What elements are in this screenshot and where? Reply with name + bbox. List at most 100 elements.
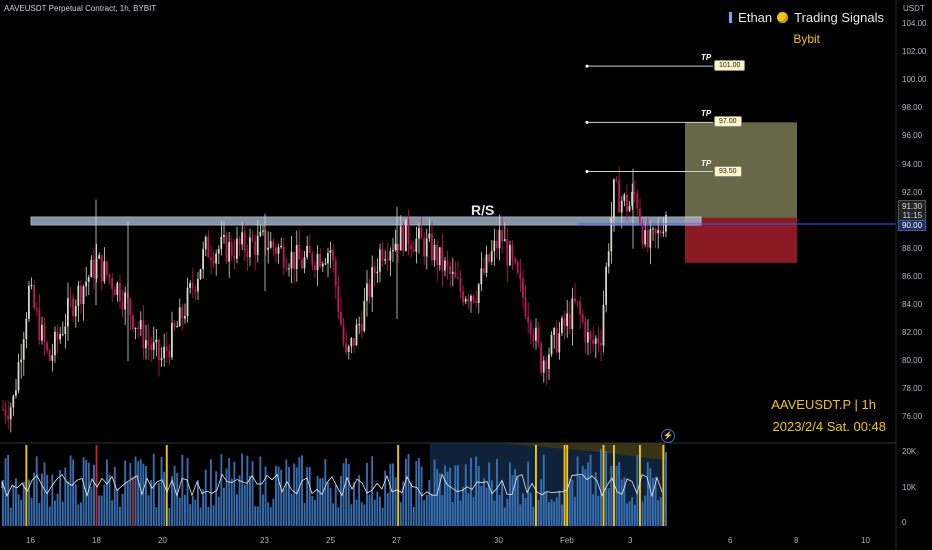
volume-bar (633, 504, 636, 526)
candle-body (384, 259, 386, 261)
candle-body (392, 250, 394, 252)
candle-body (56, 331, 59, 340)
volume-bar (332, 503, 335, 526)
candle-body (93, 259, 95, 279)
candle-body (314, 265, 316, 270)
volume-bar (420, 466, 423, 526)
volume-bar (503, 507, 506, 526)
volume-bar (470, 458, 472, 526)
candle-body (181, 307, 184, 319)
candle-body (207, 236, 210, 258)
price-tick-label: 92.00 (902, 187, 923, 197)
candle-body (498, 230, 501, 249)
volume-bar (579, 475, 582, 526)
candle-body (311, 253, 314, 266)
volume-bar (176, 473, 179, 526)
volume-bar (225, 468, 228, 526)
candle-body (555, 328, 558, 353)
author-name: Ethan (738, 10, 773, 25)
candle-body (654, 228, 657, 234)
candle-body (20, 359, 22, 363)
volume-bar (412, 506, 415, 526)
candle-body (628, 205, 631, 212)
volume-bar (654, 477, 657, 526)
candle-body (340, 311, 342, 325)
volume-bar (275, 465, 277, 526)
candle-body (563, 318, 566, 327)
candle-body (113, 288, 116, 295)
candle-body (457, 277, 459, 279)
tp-price-box[interactable]: 97.00 (714, 116, 742, 128)
volume-bar (480, 485, 483, 526)
volume-bar (220, 454, 223, 526)
volume-bar (303, 502, 306, 526)
volume-shade-top (500, 443, 665, 460)
candle-body (165, 346, 168, 351)
candle-body (12, 395, 15, 408)
candle-body (119, 282, 121, 302)
candle-body (306, 246, 308, 258)
candle-body (210, 257, 212, 261)
volume-bar (620, 479, 623, 526)
volume-bar (38, 503, 41, 526)
candle-body (329, 250, 332, 253)
price-tick-label: 100.00 (902, 75, 927, 85)
volume-bar (191, 495, 194, 526)
candle-body (399, 226, 402, 251)
candle-body (342, 324, 345, 344)
candle-body (522, 278, 524, 298)
candle-body (355, 324, 358, 346)
candle-body (22, 339, 25, 360)
tp-anchor-dot (585, 64, 589, 68)
tp-price-box[interactable]: 101.00 (714, 60, 746, 72)
candle-body (129, 298, 132, 316)
volume-bar (236, 494, 238, 526)
volume-bar (485, 487, 488, 526)
volume-bar (181, 455, 184, 526)
volume-bar (602, 445, 605, 526)
price-tick-label: 84.00 (902, 300, 923, 309)
candle-body (100, 255, 103, 282)
volume-bar (490, 480, 493, 526)
candle-body (376, 271, 379, 274)
candle-body (366, 283, 368, 301)
volume-bar (12, 485, 15, 526)
candle-body (641, 222, 644, 245)
candle-body (74, 306, 77, 317)
candle-body (215, 253, 217, 264)
candle-body (524, 297, 527, 317)
volume-bar (308, 467, 311, 526)
volume-bar (202, 489, 205, 526)
candle-body (59, 334, 61, 340)
candle-body (600, 343, 602, 346)
candle-body (4, 409, 7, 416)
candle-body (631, 191, 633, 206)
candle-body (98, 255, 100, 259)
volume-bar (373, 499, 376, 526)
candle-body (108, 274, 111, 278)
volume-bar (17, 494, 20, 526)
volume-bar (15, 478, 17, 526)
volume-bar (82, 457, 85, 526)
volume-bar (613, 445, 615, 526)
tp-price-box[interactable]: 93.50 (714, 165, 742, 177)
volume-bar (230, 478, 233, 526)
volume-bar (337, 507, 340, 526)
volume-bar (288, 466, 290, 526)
volume-bar (353, 482, 355, 526)
candle-body (80, 285, 82, 305)
volume-bar (160, 456, 163, 526)
volume-bar (405, 458, 407, 526)
candle-body (30, 285, 33, 287)
candle-body (405, 219, 407, 252)
volume-bar (597, 495, 600, 526)
candle-body (199, 269, 202, 279)
candle-body (425, 238, 428, 257)
lightning-icon[interactable]: ⚡ (661, 429, 675, 443)
candle-body (571, 298, 574, 330)
volume-bar (178, 497, 181, 526)
volume-bar (436, 468, 439, 526)
volume-bar (587, 462, 589, 526)
volume-bar (483, 478, 485, 526)
